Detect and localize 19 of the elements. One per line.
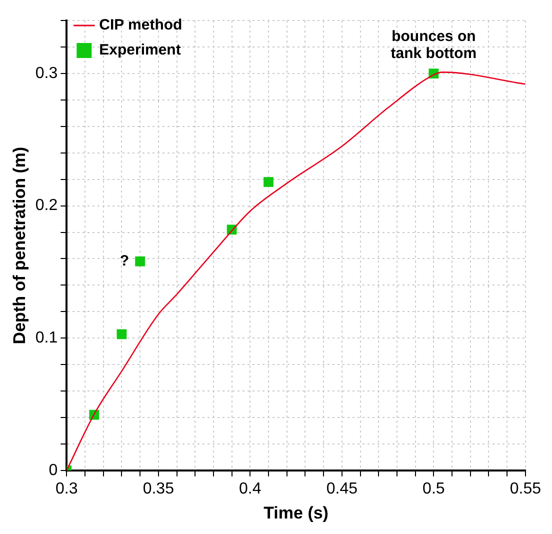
legend-label: CIP method: [99, 16, 182, 34]
y-tick-label: 0.3: [35, 64, 58, 82]
x-tick-label: 0.3: [56, 480, 78, 498]
legend-label: Experiment: [99, 42, 181, 59]
x-tick-label: 0.35: [142, 480, 174, 498]
point: [264, 177, 274, 187]
x-tick-label: 0.4: [239, 480, 262, 498]
y-tick-label: 0.1: [35, 330, 58, 347]
point: [116, 329, 127, 340]
point: [135, 256, 145, 266]
y-tick-label: 0: [48, 462, 58, 479]
x-tick-label: 0.5: [422, 480, 445, 498]
annotation: ?: [120, 252, 130, 270]
annotation: bounces on tank bottom: [390, 28, 477, 62]
y-axis-title: Depth of penetration (m): [10, 146, 29, 344]
x-tick-label: 0.45: [326, 480, 358, 498]
x-axis-title: Time (s): [264, 503, 328, 522]
x-tick-label: 0.55: [510, 480, 542, 498]
y-tick-label: 0.2: [35, 197, 58, 214]
